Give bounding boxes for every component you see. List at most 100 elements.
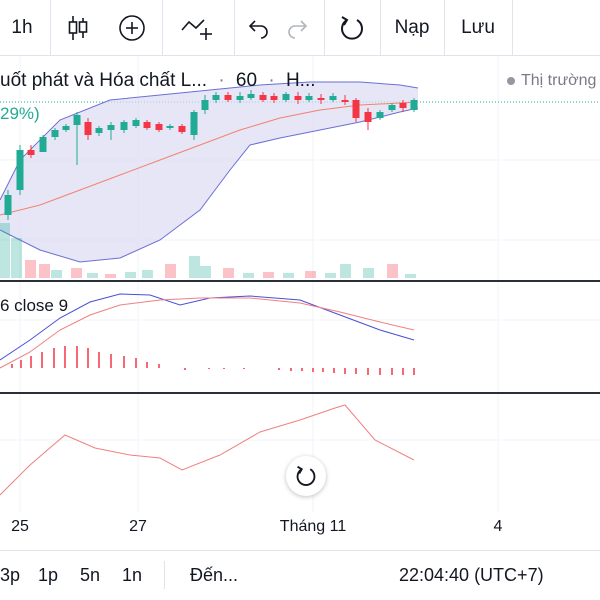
volume-bar (39, 264, 50, 278)
volume-bar (223, 268, 234, 278)
candle-body (132, 120, 140, 126)
volume-bar (25, 260, 36, 278)
load-label: Nạp (394, 16, 430, 38)
candle-body (4, 195, 12, 215)
oscillator-line (0, 404, 415, 496)
candle-body (95, 128, 103, 133)
legend-separator: · (268, 70, 275, 91)
candle-body (376, 112, 384, 118)
reset-icon (341, 15, 363, 40)
volume-bar (405, 274, 416, 278)
load-button[interactable]: Nạp (386, 0, 438, 55)
symbol-exchange: H... (285, 70, 316, 91)
macd-signal-line (0, 297, 415, 369)
volume-bar (165, 264, 176, 278)
range-5n-button[interactable]: 5n (80, 551, 100, 599)
range-label: 3p (0, 564, 21, 585)
candle-body (399, 103, 407, 108)
volume-bar (325, 273, 336, 278)
indicators-button[interactable] (170, 0, 226, 55)
volume-bar (125, 272, 136, 278)
volume-bar (0, 223, 10, 278)
chart-canvas[interactable] (0, 0, 600, 550)
range-label: 1n (122, 564, 143, 585)
divider (512, 0, 513, 55)
market-status-dot (507, 77, 515, 85)
candle-body (190, 112, 198, 135)
candle-body (410, 100, 418, 110)
redo-icon (288, 19, 308, 39)
candle-body (201, 100, 209, 110)
save-button[interactable]: Lưu (450, 0, 506, 55)
candle-body (388, 105, 396, 110)
range-1n-button[interactable]: 1n (122, 551, 142, 599)
candle-body (364, 112, 372, 122)
candle-body (143, 122, 151, 128)
legend-separator: · (218, 70, 225, 91)
market-status-label: Thị trường (521, 72, 597, 89)
undo-button[interactable] (240, 0, 276, 55)
redo-button[interactable] (280, 0, 316, 55)
candle-body (107, 125, 115, 130)
volume-bar (11, 238, 22, 278)
bollinger-band-fill (0, 82, 418, 262)
range-3p-button[interactable]: 3p (0, 551, 20, 599)
candle-body (352, 100, 360, 118)
candle-body (27, 150, 35, 155)
timezone-clock[interactable]: 22:04:40 (UTC+7) (399, 551, 544, 599)
symbol-interval: 60 (235, 70, 258, 91)
candle-body (282, 94, 290, 100)
goto-date-button[interactable]: Đến... (190, 551, 238, 599)
undo-icon (248, 19, 268, 39)
candle-body (120, 122, 128, 130)
pane-separator[interactable] (0, 280, 600, 282)
macd-line (0, 293, 415, 361)
bollinger-basis-line (0, 101, 419, 216)
candles-icon (68, 15, 88, 40)
chart-type-button[interactable] (56, 0, 100, 55)
candle-body (270, 96, 278, 100)
range-1p-button[interactable]: 1p (38, 551, 58, 599)
volume-bar (340, 264, 351, 278)
range-label: 5n (80, 564, 101, 585)
volume-bar (363, 268, 374, 278)
macd-indicator-label[interactable]: 6 close 9 (0, 296, 69, 315)
symbol-legend[interactable]: uốt phát và Hóa chất L... · 60 · H... (0, 70, 316, 92)
candle-body (166, 126, 174, 128)
pane-separator[interactable] (0, 392, 600, 394)
divider (50, 0, 51, 55)
candle-body (259, 95, 267, 100)
reset-icon (296, 465, 316, 486)
clock-label: 22:04:40 (UTC+7) (399, 564, 544, 585)
add-button[interactable] (110, 0, 154, 55)
candle-body (62, 126, 70, 130)
divider (162, 0, 163, 55)
divider (164, 561, 165, 589)
volume-bar (105, 274, 116, 278)
interval-label: 1h (11, 16, 33, 38)
candle-body (247, 94, 255, 98)
divider (444, 0, 445, 55)
market-status: Thị trường (507, 72, 596, 90)
reset-scale-button[interactable] (286, 456, 326, 496)
bollinger-lower-line (0, 107, 419, 263)
candle-body (178, 126, 186, 132)
candle-body (305, 96, 313, 100)
volume-bar (263, 272, 274, 278)
candle-body (39, 137, 47, 152)
divider (324, 0, 325, 55)
candle-body (73, 115, 81, 125)
volume-bar (305, 271, 316, 278)
volume-bar (87, 273, 98, 278)
volume-bar (200, 266, 211, 278)
interval-button[interactable]: 1h (0, 0, 44, 55)
time-axis-label: Tháng 11 (279, 518, 347, 535)
volume-bar (51, 270, 62, 278)
volume-bar (189, 256, 200, 278)
divider (234, 0, 235, 55)
price-change-percent: 29%) (0, 104, 40, 123)
goto-label: Đến... (190, 564, 239, 585)
reset-chart-button[interactable] (330, 0, 374, 55)
range-label: 1p (38, 564, 59, 585)
candle-body (155, 124, 163, 130)
